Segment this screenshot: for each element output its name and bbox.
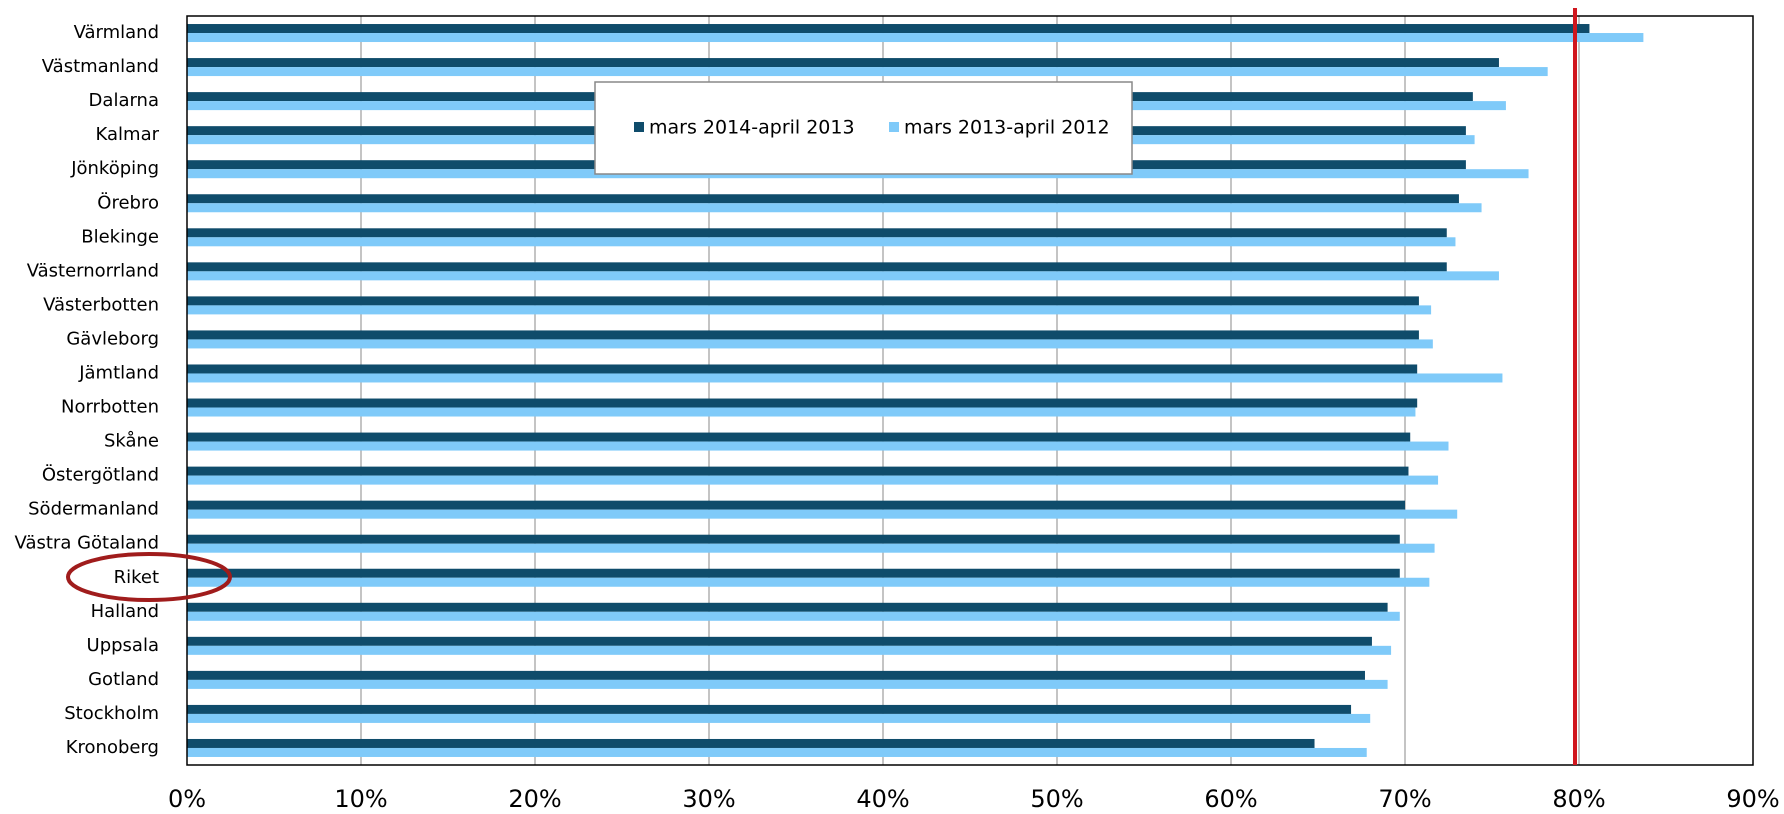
y-tick-label: Jönköping (70, 158, 159, 179)
bar (187, 636, 1372, 646)
bar (187, 704, 1352, 714)
y-tick-label: Östergötland (42, 464, 159, 486)
y-tick-label: Västerbotten (43, 294, 159, 315)
x-tick-label: 10% (334, 785, 387, 813)
y-tick-label: Gotland (88, 669, 159, 690)
bar (187, 432, 1411, 442)
bar (187, 577, 1430, 587)
bar (187, 271, 1499, 281)
bar (187, 679, 1388, 689)
y-tick-label: Gävleborg (66, 328, 159, 349)
x-tick-label: 80% (1552, 785, 1605, 813)
bar (187, 398, 1418, 408)
legend-label: mars 2014-april 2013 (649, 117, 855, 139)
bar (187, 58, 1499, 68)
y-tick-label: Uppsala (87, 635, 159, 656)
bar (187, 194, 1459, 204)
y-tick-label: Halland (91, 601, 159, 622)
bar (187, 305, 1432, 315)
plot-frame (186, 15, 1754, 766)
bar (187, 738, 1315, 748)
bar (187, 534, 1400, 544)
y-tick-label: Västmanland (42, 56, 159, 77)
x-tick-label: 40% (856, 785, 909, 813)
bar (187, 645, 1392, 655)
bar (187, 67, 1548, 77)
y-tick-label: Västra Götaland (15, 533, 159, 554)
bar (187, 237, 1456, 247)
bar (187, 568, 1400, 578)
y-tick-label: Jämtland (78, 362, 159, 383)
bar (187, 747, 1367, 757)
bar (187, 33, 1644, 43)
y-tick-label: Riket (114, 567, 159, 588)
legend-swatch (634, 122, 644, 132)
bar (187, 475, 1439, 485)
bar (187, 339, 1433, 349)
bar (187, 228, 1447, 238)
x-tick-label: 60% (1204, 785, 1257, 813)
bar (187, 203, 1482, 213)
x-tick-label: 30% (682, 785, 735, 813)
legend-box (594, 81, 1133, 175)
y-tick-label: Södermanland (28, 499, 159, 520)
y-tick-label: Stockholm (64, 703, 159, 724)
bar (187, 466, 1409, 476)
legend: mars 2014-april 2013 mars 2013-april 2012 (634, 117, 1110, 139)
y-tick-label: Kronoberg (66, 737, 159, 758)
bar (187, 543, 1435, 553)
y-tick-label: Västernorrland (27, 260, 159, 281)
x-tick-label: 0% (168, 785, 206, 813)
bar (187, 611, 1400, 621)
y-tick-label: Dalarna (89, 90, 159, 111)
x-tick-label: 90% (1726, 785, 1779, 813)
bar (187, 713, 1371, 723)
y-tick-label: Kalmar (96, 124, 160, 145)
bar (187, 500, 1405, 510)
bar (187, 262, 1447, 272)
y-tick-label: Norrbotten (61, 397, 159, 418)
highlight-ellipse (66, 552, 232, 602)
bar (187, 364, 1418, 374)
bar (187, 441, 1449, 451)
bar (187, 670, 1365, 680)
bar (187, 330, 1419, 340)
x-tick-label: 20% (508, 785, 561, 813)
bar (187, 509, 1458, 519)
bar (187, 296, 1419, 306)
y-tick-label: Örebro (97, 191, 159, 213)
legend-label: mars 2013-april 2012 (904, 117, 1110, 139)
y-tick-label: Skåne (104, 431, 159, 452)
y-tick-label: Värmland (74, 22, 159, 43)
labels: 0% 10% 20% 30% 40% 50% 60% 70% 80% 90% Värmland Väs… (15, 22, 1780, 813)
bar (187, 602, 1388, 612)
bar (187, 24, 1590, 34)
legend-swatch (889, 122, 899, 132)
x-tick-label: 50% (1030, 785, 1083, 813)
x-tick-label: 70% (1378, 785, 1431, 813)
bar (187, 407, 1416, 417)
bar (187, 373, 1503, 383)
y-tick-label: Blekinge (81, 226, 159, 247)
